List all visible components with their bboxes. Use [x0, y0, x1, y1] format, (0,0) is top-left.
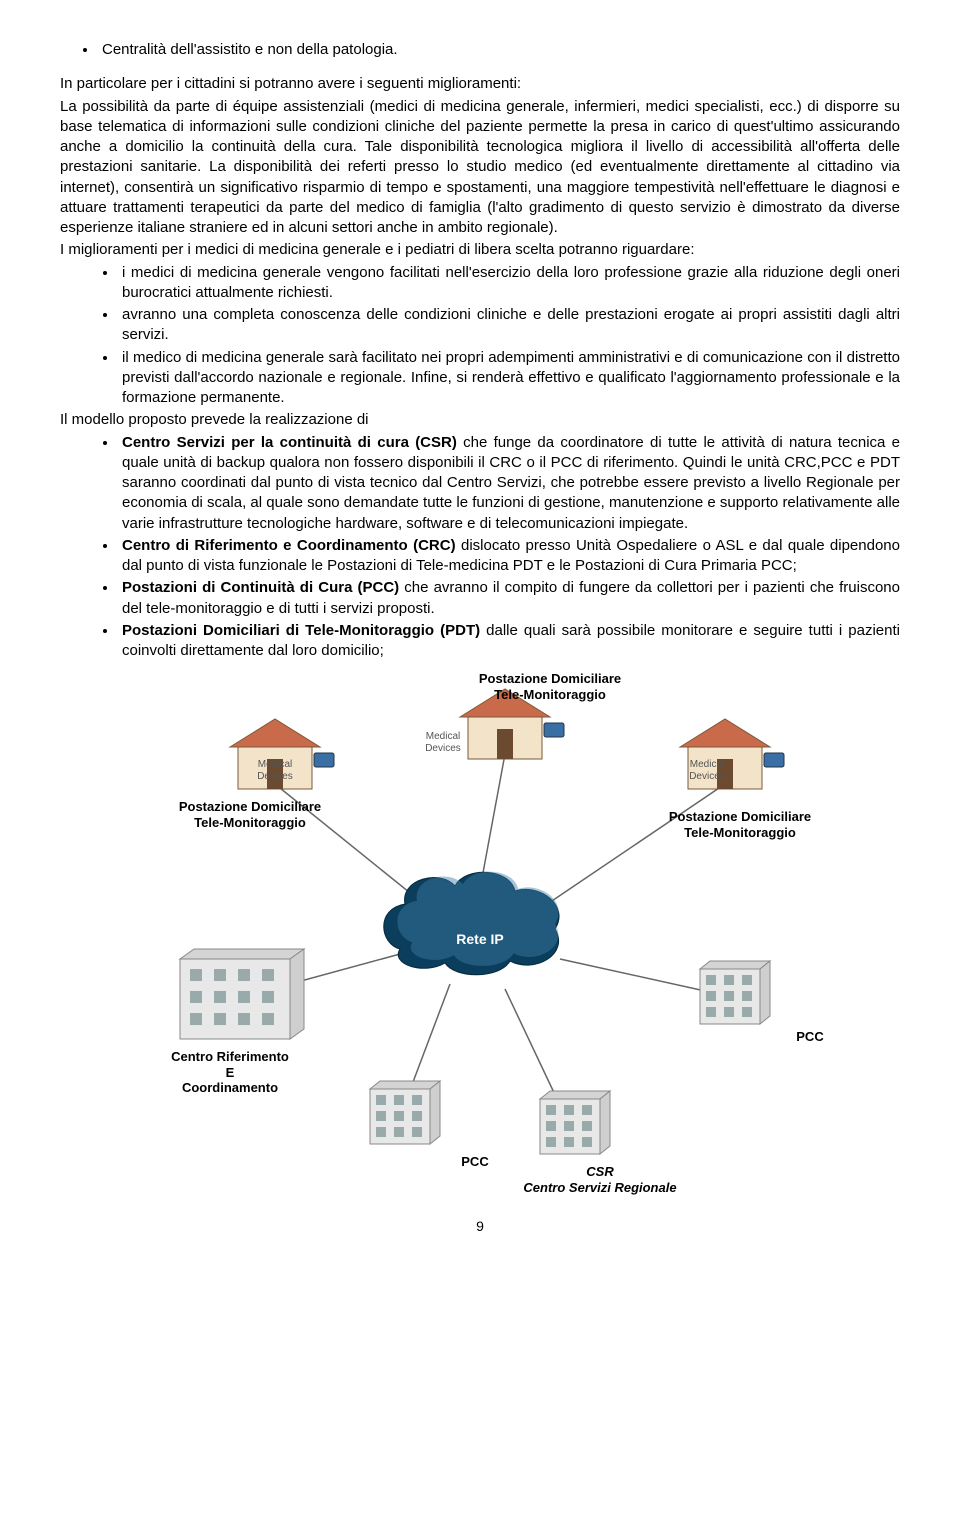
- network-diagram: Rete IP Postazione DomiciliareTele-Monit…: [120, 679, 840, 1199]
- model-item: Postazioni Domiciliari di Tele-Monitorag…: [118, 621, 900, 662]
- model-item: Postazioni di Continuità di Cura (PCC) c…: [118, 578, 900, 619]
- diagram-node-label: Postazione DomiciliareTele-Monitoraggio: [460, 671, 640, 702]
- diagram-node-label: CSRCentro Servizi Regionale: [510, 1164, 690, 1195]
- improvements-list: i medici di medicina generale vengono fa…: [60, 263, 900, 409]
- improvement-item: i medici di medicina generale vengono fa…: [118, 263, 900, 304]
- diagram-node-label: Postazione DomiciliareTele-Monitoraggio: [160, 799, 340, 830]
- diagram-node-label: Postazione DomiciliareTele-Monitoraggio: [650, 809, 830, 840]
- intro-para-3: I miglioramenti per i medici di medicina…: [60, 240, 900, 260]
- model-item: Centro di Riferimento e Coordinamento (C…: [118, 536, 900, 577]
- page-number: 9: [60, 1217, 900, 1236]
- diagram-node-label: Centro RiferimentoECoordinamento: [140, 1049, 320, 1096]
- svg-text:Rete IP: Rete IP: [456, 931, 503, 947]
- improvement-item: avranno una completa conoscenza delle co…: [118, 305, 900, 346]
- diagram-node-sublabel: MedicalDevices: [240, 759, 310, 783]
- diagram-node-sublabel: MedicalDevices: [672, 759, 742, 783]
- intro-para-2: La possibilità da parte di équipe assist…: [60, 97, 900, 239]
- model-item: Centro Servizi per la continuità di cura…: [118, 433, 900, 534]
- improvement-item: il medico di medicina generale sarà faci…: [118, 348, 900, 409]
- diagram-node-sublabel: MedicalDevices: [408, 731, 478, 755]
- model-list: Centro Servizi per la continuità di cura…: [60, 433, 900, 662]
- bullet-top: Centralità dell'assistito e non della pa…: [98, 40, 900, 60]
- intro-para-1: In particolare per i cittadini si potran…: [60, 74, 900, 94]
- model-intro: Il modello proposto prevede la realizzaz…: [60, 410, 900, 430]
- diagram-node-label: PCC: [720, 1029, 900, 1045]
